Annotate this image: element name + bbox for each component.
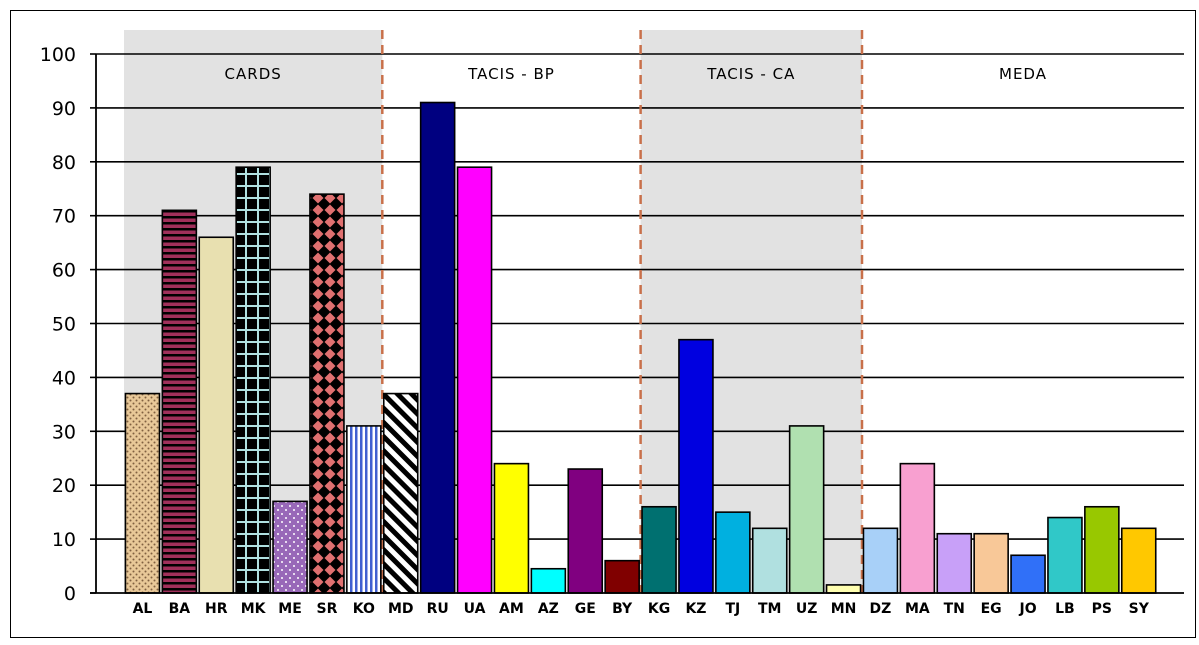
x-tick-label-KZ: KZ [685,601,706,617]
x-tick-label-PS: PS [1092,601,1112,617]
bar-RU [419,101,456,594]
bar-MK [235,166,271,594]
bar-AL [124,392,161,594]
x-tick-label-AM: AM [499,601,524,617]
x-tick-label-MD: MD [388,601,414,617]
bar-AZ [530,567,567,594]
x-tick-label-SY: SY [1129,601,1150,617]
x-tick-label-AL: AL [133,601,153,617]
x-tick-label-GE: GE [575,601,596,617]
bar-AM [493,462,530,594]
bar-MA [899,462,936,594]
x-tick-label-UZ: UZ [796,601,818,617]
bar-TN [936,532,973,594]
y-tick-label-100: 100 [40,44,76,66]
bar-ME [272,500,308,594]
x-tick-label-MK: MK [241,601,267,617]
x-tick-label-JO: JO [1018,601,1036,617]
x-tick-label-MA: MA [905,601,930,617]
x-tick-label-KG: KG [648,601,670,617]
group-label-3: MEDA [999,65,1047,83]
bars [124,101,1157,594]
bar-UA [456,166,493,594]
x-tick-label-SR: SR [317,601,338,617]
x-tick-label-HR: HR [205,601,228,617]
group-labels: CARDS TACIS - BP TACIS - CA MEDA [225,65,1047,83]
x-tick-label-EG: EG [981,601,1002,617]
bar-EG [973,532,1009,594]
x-tick-label-MN: MN [831,601,857,617]
bar-SY [1120,527,1157,594]
y-tick-label-30: 30 [52,421,76,443]
x-tick-label-BY: BY [612,601,633,617]
bar-KZ [678,338,714,594]
bar-SR [309,193,345,594]
y-tick-label-70: 70 [52,206,76,228]
bar-PS [1084,505,1120,594]
bar-TM [751,527,788,594]
y-tick-label-90: 90 [52,98,76,120]
y-tick-label-50: 50 [52,314,76,336]
group-label-1: TACIS - BP [467,65,555,83]
bar-KO [346,425,382,594]
bar-HR [198,236,235,594]
x-tick-label-TN: TN [944,601,965,617]
y-tick-label-80: 80 [52,152,76,174]
bar-DZ [862,527,899,594]
group-label-0: CARDS [225,65,282,83]
y-tick-label-40: 40 [52,367,76,389]
bar-LB [1047,516,1083,594]
bar-JO [1010,554,1046,594]
y-tick-label-0: 0 [64,583,76,605]
bar-BA [161,209,198,594]
x-tick-label-TM: TM [758,601,781,617]
group-separators [381,30,864,593]
y-tick-label-20: 20 [52,475,76,497]
x-tick-label-TJ: TJ [725,601,740,617]
x-tick-label-KO: KO [353,601,375,617]
x-tick-label-BA: BA [169,601,191,617]
group-label-2: TACIS - CA [706,65,795,83]
group-band-2 [640,30,862,593]
x-axis-ticks: AL BA HR MK ME SR KO MD RU UA AM AZ GE BY KG KZ TJ TM UZ MN… [133,601,1150,617]
bar-UZ [788,425,825,594]
bar-TJ [715,511,751,594]
x-tick-label-AZ: AZ [538,601,559,617]
x-tick-label-DZ: DZ [870,601,892,617]
x-tick-label-RU: RU [427,601,449,617]
x-tick-label-ME: ME [278,601,302,617]
x-tick-label-UA: UA [464,601,486,617]
bar-KG [641,505,677,594]
bar-GE [567,468,604,594]
bar-BY [604,559,640,594]
y-tick-label-60: 60 [52,260,76,282]
bar-MD [382,392,419,594]
x-tick-label-LB: LB [1055,601,1075,617]
y-tick-label-10: 10 [52,529,76,551]
bar-MN [825,584,862,594]
y-axis-ticks: 0 10 20 30 40 50 60 70 80 90 100 [40,44,96,605]
group-bands [124,30,862,593]
